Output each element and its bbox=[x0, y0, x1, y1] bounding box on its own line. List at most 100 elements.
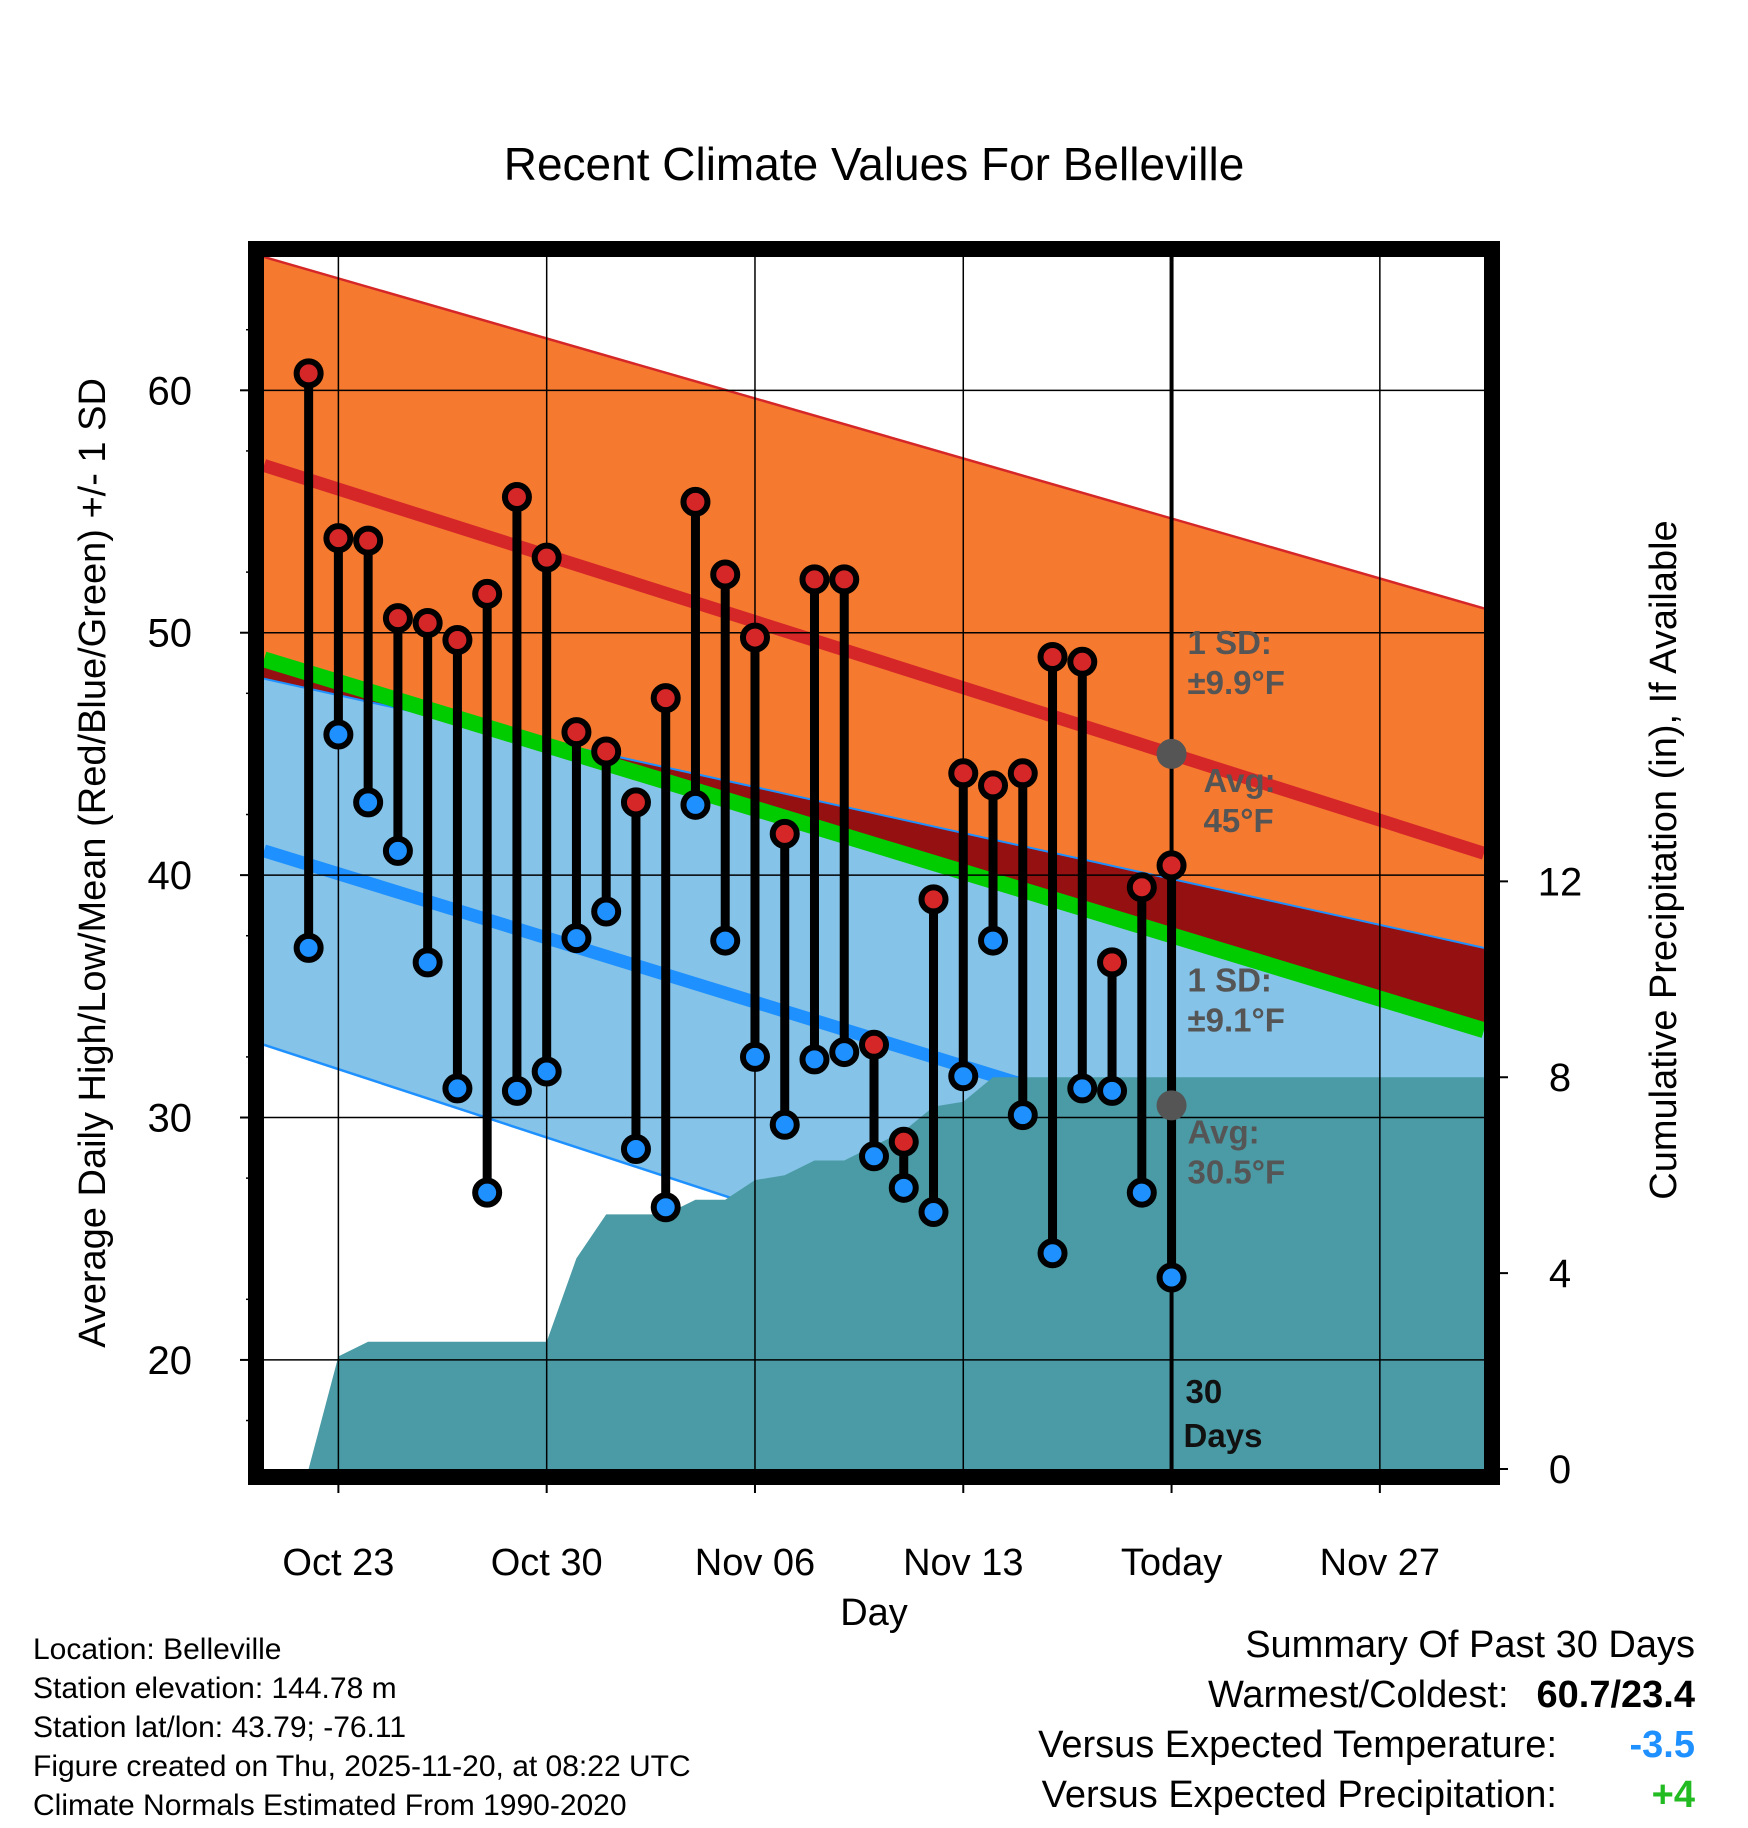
station-info: Location: Belleville Station elevation: … bbox=[33, 1630, 691, 1825]
low-avg-label: Avg: bbox=[1188, 1113, 1260, 1150]
high-avg-marker bbox=[1156, 738, 1187, 769]
high-point-14 bbox=[680, 486, 711, 517]
low-avg-value: 30.5°F bbox=[1188, 1153, 1286, 1190]
elevation-text: Station elevation: 144.78 m bbox=[33, 1672, 397, 1705]
high-point-24 bbox=[978, 770, 1009, 801]
low-point-29 bbox=[1126, 1177, 1157, 1208]
low-point-9 bbox=[531, 1056, 562, 1087]
high-point-29 bbox=[1126, 872, 1157, 903]
summary-panel: Summary Of Past 30 Days Warmest/Coldest:… bbox=[1038, 1620, 1695, 1820]
high-sd-upper-line bbox=[264, 257, 1484, 610]
high-point-18 bbox=[799, 564, 830, 595]
low-point-8 bbox=[501, 1075, 532, 1106]
high-sd-label: 1 SD: bbox=[1188, 624, 1272, 661]
low-point-10 bbox=[561, 923, 592, 954]
low-point-4 bbox=[382, 835, 413, 866]
low-point-11 bbox=[591, 896, 622, 927]
precipitation-row: Versus Expected Precipitation: +4 bbox=[1038, 1770, 1695, 1820]
low-point-5 bbox=[412, 947, 443, 978]
low-sd-label: 1 SD: bbox=[1188, 961, 1272, 998]
low-point-30 bbox=[1156, 1262, 1187, 1293]
high-sd-value: ±9.9°F bbox=[1188, 664, 1285, 701]
low-point-24 bbox=[978, 925, 1009, 956]
warmest-coldest-row: Warmest/Coldest: 60.7/23.4 bbox=[1038, 1670, 1695, 1720]
low-point-23 bbox=[948, 1061, 979, 1092]
high-point-8 bbox=[501, 481, 532, 512]
y-axis-ticks: 20 30 40 50 60 bbox=[148, 328, 256, 1422]
precipitation-area bbox=[308, 1077, 1484, 1469]
low-point-27 bbox=[1067, 1073, 1098, 1104]
y-tick-label-3: 50 bbox=[148, 612, 193, 656]
x-axis-ticks: Oct 23 Oct 30 Nov 06 Nov 13 Today Nov 27 bbox=[282, 1477, 1440, 1584]
low-point-14 bbox=[680, 789, 711, 820]
low-point-13 bbox=[650, 1192, 681, 1223]
low-point-28 bbox=[1097, 1075, 1128, 1106]
low-point-1 bbox=[293, 932, 324, 963]
plot-area: 1 SD: ±9.9°F Avg: 45°F 1 SD: ±9.1°F Avg:… bbox=[264, 257, 1484, 1469]
low-point-19 bbox=[829, 1037, 860, 1068]
precipitation-label: Versus Expected Precipitation: bbox=[1041, 1774, 1557, 1816]
location-text: Location: Belleville bbox=[33, 1633, 282, 1666]
high-point-7 bbox=[472, 578, 503, 609]
high-point-28 bbox=[1097, 947, 1128, 978]
latlon-text: Station lat/lon: 43.79; -76.11 bbox=[33, 1711, 407, 1744]
high-point-9 bbox=[531, 542, 562, 573]
high-point-23 bbox=[948, 758, 979, 789]
high-point-20 bbox=[859, 1029, 889, 1060]
y-tick-label-4: 60 bbox=[148, 369, 193, 413]
low-point-21 bbox=[888, 1172, 919, 1203]
high-point-3 bbox=[353, 525, 384, 556]
normals-text: Climate Normals Estimated From 1990-2020 bbox=[33, 1789, 627, 1822]
low-point-22 bbox=[918, 1197, 949, 1228]
low-sd-value: ±9.1°F bbox=[1188, 1001, 1285, 1038]
x-tick-label-2: Nov 06 bbox=[695, 1542, 815, 1584]
high-point-21 bbox=[888, 1126, 919, 1157]
high-point-25 bbox=[1007, 758, 1038, 789]
high-point-4 bbox=[382, 603, 413, 634]
high-point-26 bbox=[1037, 641, 1068, 672]
low-point-6 bbox=[442, 1073, 473, 1104]
high-point-13 bbox=[650, 683, 681, 714]
high-point-17 bbox=[769, 818, 800, 849]
y-axis-label: Average Daily High/Low/Mean (Red/Blue/Gr… bbox=[72, 378, 114, 1348]
warmest-coldest-value: 60.7/23.4 bbox=[1536, 1674, 1695, 1716]
x-tick-label-5: Nov 27 bbox=[1320, 1542, 1440, 1584]
low-avg-marker bbox=[1156, 1090, 1187, 1121]
low-point-15 bbox=[710, 925, 741, 956]
low-point-20 bbox=[859, 1141, 889, 1172]
high-avg-line bbox=[264, 459, 1484, 860]
low-point-17 bbox=[769, 1109, 800, 1140]
high-point-6 bbox=[442, 624, 473, 655]
mean-avg-line bbox=[264, 651, 1484, 1038]
x-tick-label-3: Nov 13 bbox=[903, 1542, 1023, 1584]
y-tick-label-0: 20 bbox=[148, 1339, 193, 1383]
high-point-1 bbox=[293, 358, 324, 389]
high-point-11 bbox=[591, 736, 622, 767]
summary-title: Summary Of Past 30 Days bbox=[1245, 1624, 1695, 1666]
high-point-2 bbox=[323, 523, 354, 554]
high-avg-value: 45°F bbox=[1204, 802, 1274, 839]
y2-axis-label: Cumulative Precipitation (in), If Availa… bbox=[1643, 520, 1685, 1199]
created-text: Figure created on Thu, 2025-11-20, at 08… bbox=[33, 1750, 691, 1783]
high-point-12 bbox=[620, 787, 651, 818]
high-point-27 bbox=[1067, 646, 1098, 677]
x-axis-label: Day bbox=[840, 1592, 908, 1634]
y2-axis-ticks: 0 4 8 12 bbox=[1492, 860, 1582, 1492]
low-point-25 bbox=[1007, 1100, 1038, 1131]
high-point-30 bbox=[1156, 850, 1187, 881]
high-point-16 bbox=[739, 622, 770, 653]
y2-tick-label-3: 12 bbox=[1538, 860, 1583, 904]
window-days-count: 30 bbox=[1186, 1373, 1223, 1410]
daily-temperature-marks bbox=[293, 358, 1187, 1293]
window-days-label: Days bbox=[1184, 1417, 1263, 1454]
precipitation-value: +4 bbox=[1651, 1774, 1695, 1816]
y-tick-label-1: 30 bbox=[148, 1097, 193, 1141]
temperature-value: -3.5 bbox=[1629, 1724, 1695, 1766]
x-tick-label-4: Today bbox=[1121, 1542, 1222, 1584]
high-point-10 bbox=[561, 717, 592, 748]
low-point-3 bbox=[353, 787, 384, 818]
high-avg-label: Avg: bbox=[1204, 762, 1276, 799]
temperature-row: Versus Expected Temperature: -3.5 bbox=[1038, 1720, 1695, 1770]
high-point-19 bbox=[829, 564, 860, 595]
